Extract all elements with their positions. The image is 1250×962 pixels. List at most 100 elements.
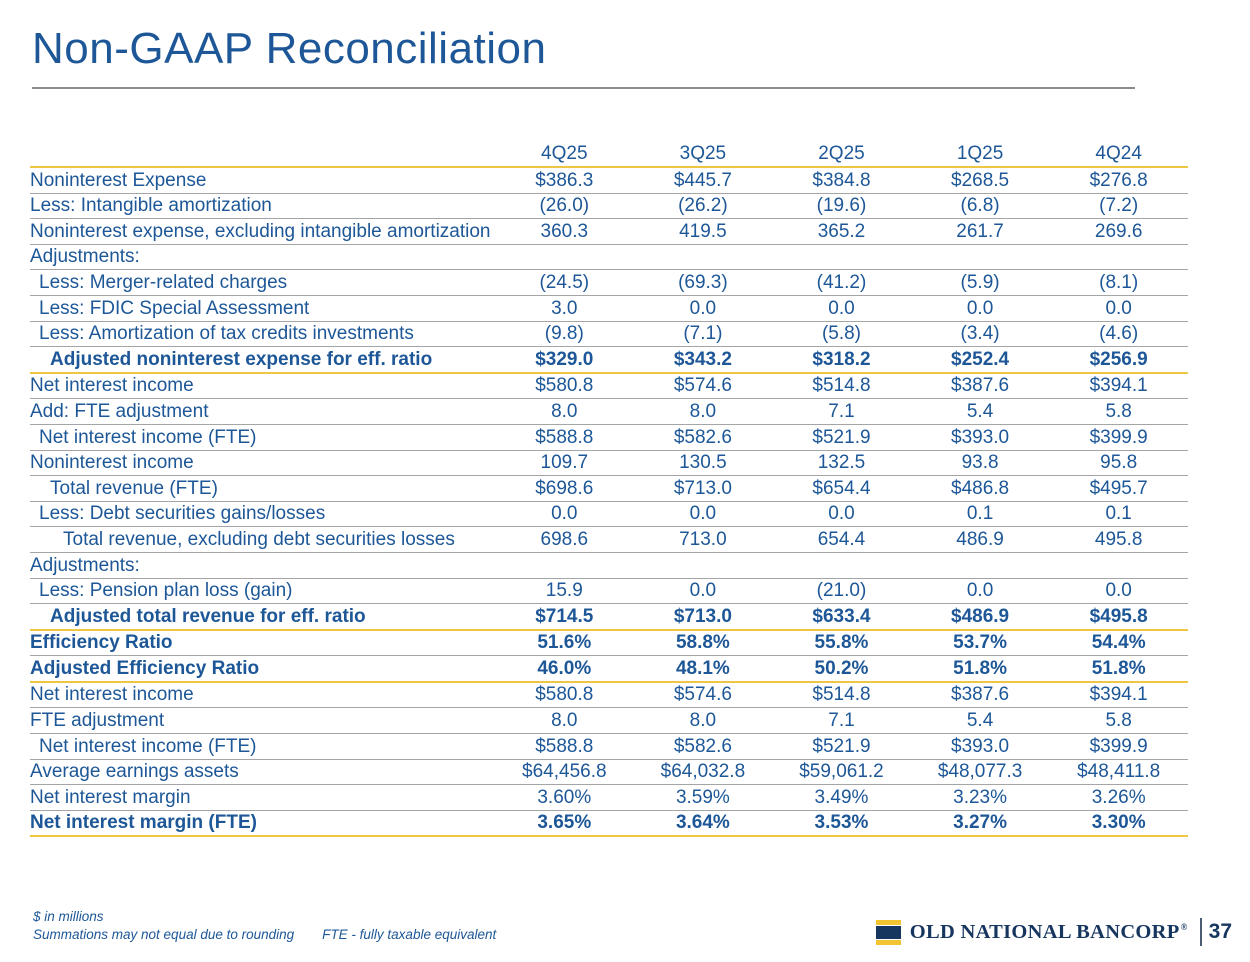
row-label	[30, 165, 495, 166]
value-cell: 360.3	[540, 220, 589, 242]
old-national-logo-icon	[875, 919, 901, 945]
value-cell: 93.8	[961, 452, 999, 474]
value-cell: $580.8	[535, 684, 594, 706]
row-label: Net interest income	[30, 684, 194, 706]
table-row: Adjusted total revenue for eff. ratio $71…	[30, 604, 1188, 631]
row-label: Less: FDIC Special Assessment	[39, 297, 310, 319]
value-cell	[634, 577, 773, 578]
value-cell: (5.9)	[960, 271, 1000, 293]
value-cell: $574.6	[673, 375, 732, 397]
table-row: Add: FTE adjustment 8.0 8.0 7.1 5.4 5.8	[30, 399, 1188, 425]
value-cell: 51.8%	[1091, 657, 1146, 679]
value-cell: 0.0	[1105, 580, 1132, 602]
value-cell: 8.0	[551, 710, 578, 732]
brand-footer: OLD NATIONAL BANCORP® 37	[875, 913, 1232, 951]
row-label: Total revenue, excluding debt securities…	[63, 528, 455, 550]
value-cell: (3.4)	[960, 323, 1000, 345]
value-cell: 3.60%	[537, 786, 592, 808]
column-header: 4Q25	[541, 143, 588, 164]
value-cell: $654.4	[812, 477, 871, 499]
value-cell: $514.8	[812, 684, 871, 706]
value-cell: (5.8)	[821, 323, 862, 345]
table-row: Noninterest expense, excluding intangibl…	[30, 219, 1188, 245]
value-cell: (9.8)	[544, 323, 584, 345]
value-cell: 0.0	[828, 297, 855, 319]
table-row: Efficiency Ratio 51.6% 58.8% 55.8% 53.7% 54.4…	[30, 631, 1188, 657]
value-cell: $276.8	[1089, 169, 1148, 191]
table-row: Net interest income (FTE) $588.8 $582.6 $52…	[30, 425, 1188, 451]
table-row: Adjustments:	[30, 553, 1188, 579]
table-row: Less: Debt securities gains/losses 0.0 0.0…	[30, 502, 1188, 528]
value-cell: $521.9	[812, 735, 871, 757]
row-label: Less: Amortization of tax credits invest…	[39, 323, 414, 345]
row-label: Efficiency Ratio	[30, 632, 173, 654]
value-cell: (8.1)	[1099, 271, 1139, 293]
value-cell: $582.6	[673, 735, 732, 757]
value-cell: 3.59%	[675, 786, 730, 808]
table-row: Total revenue, excluding debt securities…	[30, 527, 1188, 553]
value-cell: $384.8	[812, 169, 871, 191]
table-row: FTE adjustment 8.0 8.0 7.1 5.4 5.8	[30, 708, 1188, 735]
brand-name: OLD NATIONAL BANCORP®	[910, 921, 1188, 944]
logo-stripe-navy	[875, 925, 901, 939]
row-label: Noninterest expense, excluding intangibl…	[30, 220, 491, 242]
page-title: Non-GAAP Reconciliation	[32, 24, 547, 73]
row-label: Less: Pension plan loss (gain)	[39, 580, 293, 602]
row-label: Add: FTE adjustment	[30, 400, 209, 422]
table-row: Net interest income $580.8 $574.6 $514.8 $38…	[30, 374, 1188, 400]
value-cell: 654.4	[817, 528, 866, 550]
row-label: Noninterest Expense	[30, 169, 207, 191]
value-cell: (7.1)	[683, 323, 723, 345]
table-row: Net interest income (FTE) $588.8 $582.6 $52…	[30, 734, 1188, 760]
value-cell: $386.3	[535, 169, 594, 191]
value-cell: 698.6	[540, 528, 589, 550]
value-cell: 3.49%	[814, 786, 869, 808]
value-cell: $486.8	[951, 477, 1010, 499]
value-cell	[911, 268, 1050, 269]
value-cell: $387.6	[951, 375, 1010, 397]
value-cell: $343.2	[673, 348, 732, 370]
reconciliation-table: 4Q25 3Q25 2Q25 1Q25 4Q24 Noninterest Expense…	[30, 136, 1188, 838]
value-cell: (41.2)	[816, 271, 867, 293]
value-cell: (4.6)	[1099, 323, 1139, 345]
value-cell: $713.0	[673, 477, 732, 499]
value-cell: $318.2	[812, 348, 871, 370]
value-cell: $495.8	[1089, 605, 1148, 627]
value-cell: 3.65%	[537, 812, 592, 834]
value-cell: 0.0	[1105, 297, 1132, 319]
value-cell	[772, 577, 911, 578]
value-cell: 53.7%	[953, 632, 1008, 654]
table-row: Adjusted noninterest expense for eff. ra…	[30, 347, 1188, 374]
value-cell: $393.0	[951, 426, 1010, 448]
value-cell: $268.5	[951, 169, 1010, 191]
value-cell: 132.5	[817, 452, 866, 474]
logo-stripe-gold-top	[875, 919, 901, 925]
footnote-units: $ in millions	[33, 909, 104, 924]
row-label: Adjustments:	[30, 246, 140, 268]
value-cell: 419.5	[679, 220, 727, 242]
value-cell: $714.5	[535, 605, 594, 627]
row-label: Less: Debt securities gains/losses	[39, 503, 326, 525]
footnote-rounding: Summations may not equal due to rounding	[33, 927, 295, 942]
value-cell: $252.4	[951, 348, 1010, 370]
slide: Non-GAAP Reconciliation 4Q25 3Q25 2Q25 1Q25…	[0, 24, 1250, 946]
value-cell: 0.0	[828, 503, 855, 525]
value-cell: 269.6	[1094, 220, 1143, 242]
value-cell: 130.5	[679, 452, 727, 474]
value-cell: 5.8	[1105, 400, 1132, 422]
row-label: Less: Merger-related charges	[39, 271, 288, 293]
value-cell: $329.0	[535, 348, 594, 370]
value-cell: (19.6)	[816, 195, 867, 217]
value-cell: 5.8	[1105, 710, 1132, 732]
value-cell: 495.8	[1094, 528, 1143, 550]
value-cell	[495, 577, 634, 578]
value-cell: $633.4	[812, 605, 871, 627]
column-header: 4Q24	[1095, 143, 1142, 164]
value-cell	[634, 268, 773, 269]
value-cell: 365.2	[817, 220, 866, 242]
row-label: Net interest income (FTE)	[39, 735, 257, 757]
value-cell: $486.9	[951, 605, 1010, 627]
value-cell: 46.0%	[537, 657, 592, 679]
value-cell: $514.8	[812, 375, 871, 397]
table-row: Less: Pension plan loss (gain) 15.9 0.0 (21…	[30, 579, 1188, 605]
